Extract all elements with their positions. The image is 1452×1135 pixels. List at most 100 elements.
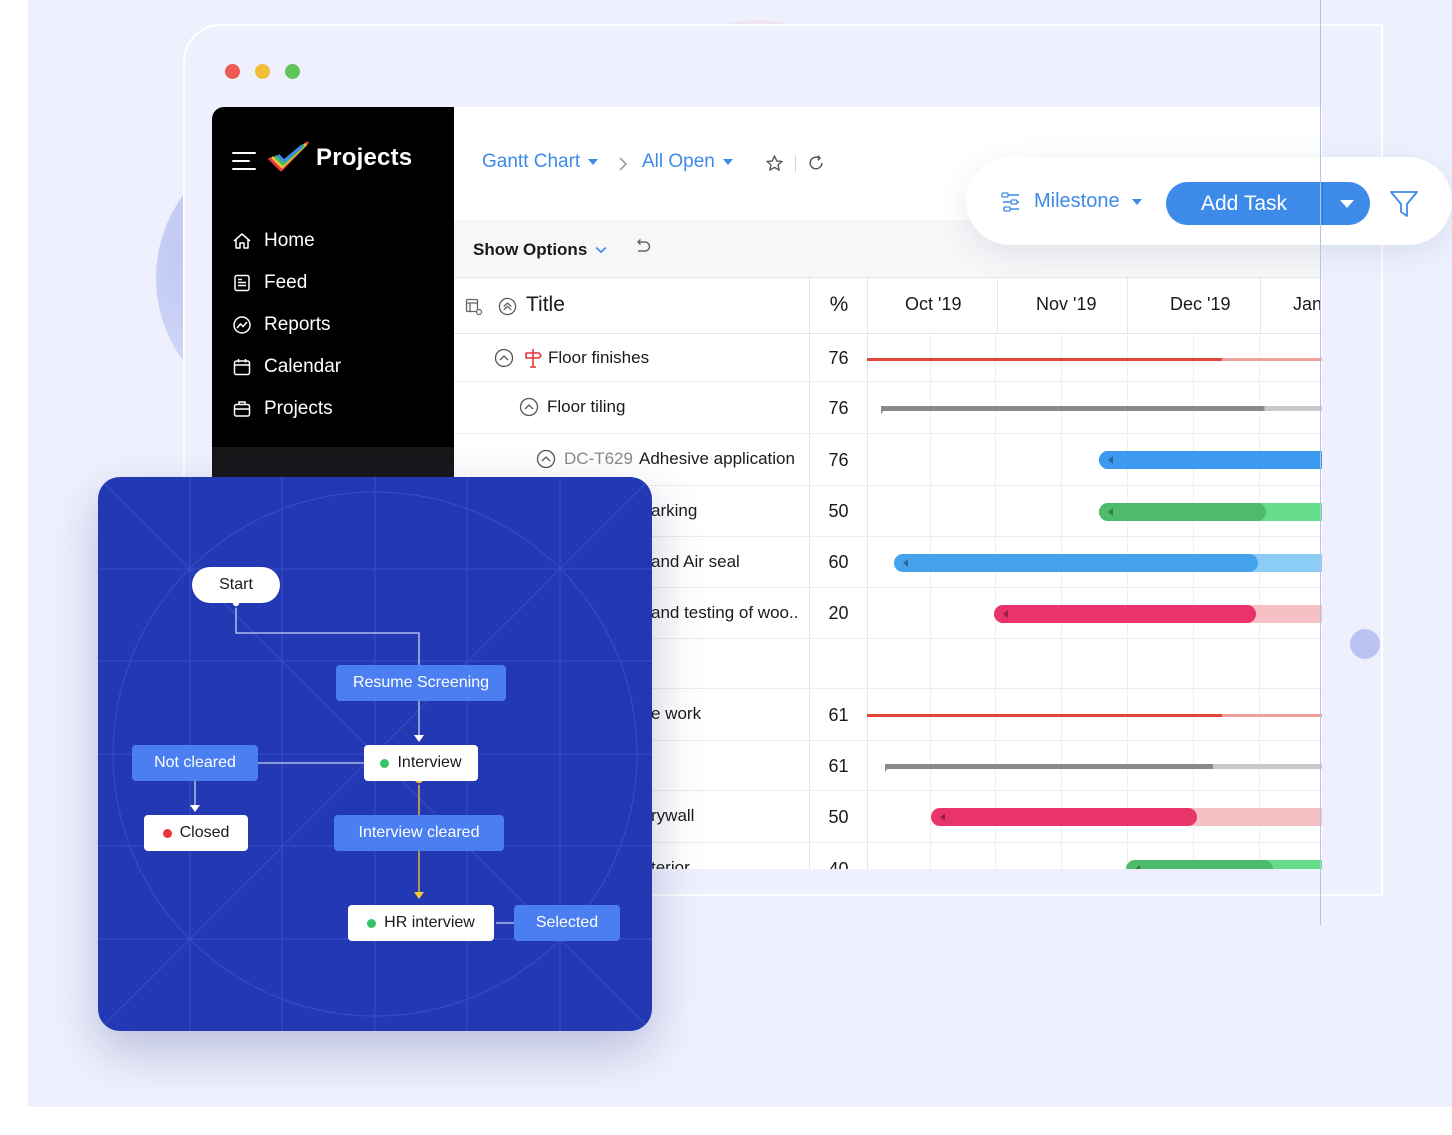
task-bar[interactable] <box>1099 451 1322 469</box>
node-label: HR interview <box>384 914 475 931</box>
task-percent: 61 <box>809 741 867 790</box>
summary-bar[interactable] <box>880 406 1322 414</box>
grid-line <box>930 335 931 869</box>
interview-node[interactable]: Interview <box>364 745 478 781</box>
task-row[interactable]: Floor finishes 76 <box>454 335 1322 382</box>
task-row[interactable]: arking 50 <box>454 486 1322 537</box>
show-options-label: Show Options <box>473 240 588 259</box>
maximize-dot[interactable] <box>285 64 300 79</box>
grid-line <box>995 335 996 869</box>
task-bar[interactable] <box>1126 860 1322 869</box>
drag-handle-icon[interactable] <box>903 558 909 567</box>
minimize-dot[interactable] <box>255 64 270 79</box>
task-row[interactable]: terior 40 <box>454 843 1322 869</box>
interview-cleared-transition[interactable]: Interview cleared <box>334 815 504 851</box>
task-bar-progress <box>994 604 1257 623</box>
milestone-dropdown[interactable]: Milestone <box>1000 190 1142 213</box>
task-title[interactable]: Floor tiling <box>547 397 626 416</box>
menu-icon[interactable] <box>232 152 256 170</box>
undo-icon[interactable] <box>632 238 652 256</box>
task-bar[interactable] <box>930 808 1322 826</box>
task-title[interactable]: e work <box>651 704 702 723</box>
closed-node[interactable]: Closed <box>144 815 248 851</box>
caret-down-icon <box>1339 199 1354 208</box>
status-dot <box>162 828 172 838</box>
task-row[interactable]: rywall 50 <box>454 791 1322 843</box>
timeline-cell <box>867 639 1322 688</box>
drag-handle-icon[interactable] <box>1108 456 1114 464</box>
summary-bar[interactable] <box>885 764 1322 772</box>
drag-handle-icon[interactable] <box>1135 865 1141 869</box>
task-row[interactable]: Floor tiling 76 <box>454 382 1322 434</box>
drag-handle-icon[interactable] <box>1108 507 1114 516</box>
node-label: Resume Screening <box>352 674 490 691</box>
add-task-menu-button[interactable] <box>1323 199 1370 208</box>
summary-bar-start <box>885 764 892 772</box>
task-title[interactable]: rywall <box>651 806 695 825</box>
task-title[interactable]: and testing of woo.. <box>651 603 799 622</box>
status-dot <box>367 918 377 928</box>
timeline-cell <box>867 588 1322 638</box>
milestone-line[interactable] <box>867 357 1222 361</box>
timeline-cell <box>867 843 1322 869</box>
sidebar-item-home[interactable]: Home <box>232 228 315 254</box>
sidebar-item-calendar[interactable]: Calendar <box>232 354 341 380</box>
drag-handle-icon[interactable] <box>939 813 945 821</box>
task-bar[interactable] <box>894 553 1322 572</box>
timeline-cell <box>867 486 1322 536</box>
chevron-down-icon <box>595 246 607 254</box>
star-icon[interactable] <box>765 154 784 173</box>
collapse-all-icon[interactable] <box>498 297 517 316</box>
task-row[interactable]: and Air seal 60 <box>454 537 1322 588</box>
task-percent: 60 <box>809 537 867 587</box>
briefcase-icon <box>233 401 251 417</box>
collapse-toggle-icon[interactable] <box>494 348 514 368</box>
refresh-icon[interactable] <box>807 154 825 172</box>
task-id: DC-T629 <box>564 449 633 468</box>
title-column-header[interactable]: Title <box>454 278 809 334</box>
sidebar-item-projects[interactable]: Projects <box>232 396 333 422</box>
add-task-button[interactable]: Add Task <box>1166 182 1370 225</box>
task-title[interactable]: Adhesive application <box>639 449 795 468</box>
milestone-line-remaining <box>1221 357 1322 361</box>
task-title[interactable]: terior <box>651 858 690 869</box>
reports-icon <box>233 316 251 334</box>
options-bar: Show Options <box>454 220 1322 278</box>
filter-dropdown[interactable]: All Open <box>642 151 733 173</box>
breadcrumb-chevron-icon <box>619 157 628 171</box>
task-row[interactable]: DC-T629 Adhesive application 76 <box>454 434 1322 486</box>
task-bar[interactable] <box>994 604 1322 623</box>
task-title[interactable]: Floor finishes <box>548 348 650 367</box>
month-divider <box>1260 278 1261 334</box>
view-dropdown[interactable]: Gantt Chart <box>482 151 599 173</box>
selected-transition[interactable]: Selected <box>514 905 620 941</box>
task-row[interactable] <box>454 639 1322 689</box>
collapse-toggle-icon[interactable] <box>536 449 556 469</box>
task-title[interactable]: arking <box>651 501 698 520</box>
sidebar-item-reports[interactable]: Reports <box>232 312 331 338</box>
task-title[interactable]: and Air seal <box>651 552 740 571</box>
task-percent: 40 <box>809 843 867 869</box>
sidebar-item-feed[interactable]: Feed <box>232 270 307 296</box>
start-node[interactable]: Start <box>192 567 280 603</box>
hr-interview-node[interactable]: HR interview <box>348 905 494 941</box>
task-row[interactable]: e work 61 <box>454 689 1322 741</box>
resume-screening-transition[interactable]: Resume Screening <box>336 665 506 701</box>
drag-handle-icon[interactable] <box>1003 609 1009 618</box>
close-dot[interactable] <box>225 64 240 79</box>
show-options-button[interactable]: Show Options <box>473 240 607 260</box>
task-bar-progress <box>1099 451 1322 469</box>
milestone-line[interactable] <box>867 714 1222 717</box>
sidebar-item-label: Projects <box>264 398 333 419</box>
guide-line <box>1320 0 1321 925</box>
task-row[interactable]: 61 <box>454 741 1322 791</box>
task-row[interactable]: and testing of woo.. 20 <box>454 588 1322 639</box>
percent-column-header[interactable]: % <box>809 278 867 334</box>
task-percent: 20 <box>809 588 867 638</box>
task-bar[interactable] <box>1099 502 1322 521</box>
column-settings-icon[interactable] <box>465 298 483 316</box>
not-cleared-transition[interactable]: Not cleared <box>132 745 258 781</box>
month-divider <box>997 278 998 334</box>
filter-icon[interactable] <box>1388 188 1420 220</box>
collapse-toggle-icon[interactable] <box>519 397 539 417</box>
